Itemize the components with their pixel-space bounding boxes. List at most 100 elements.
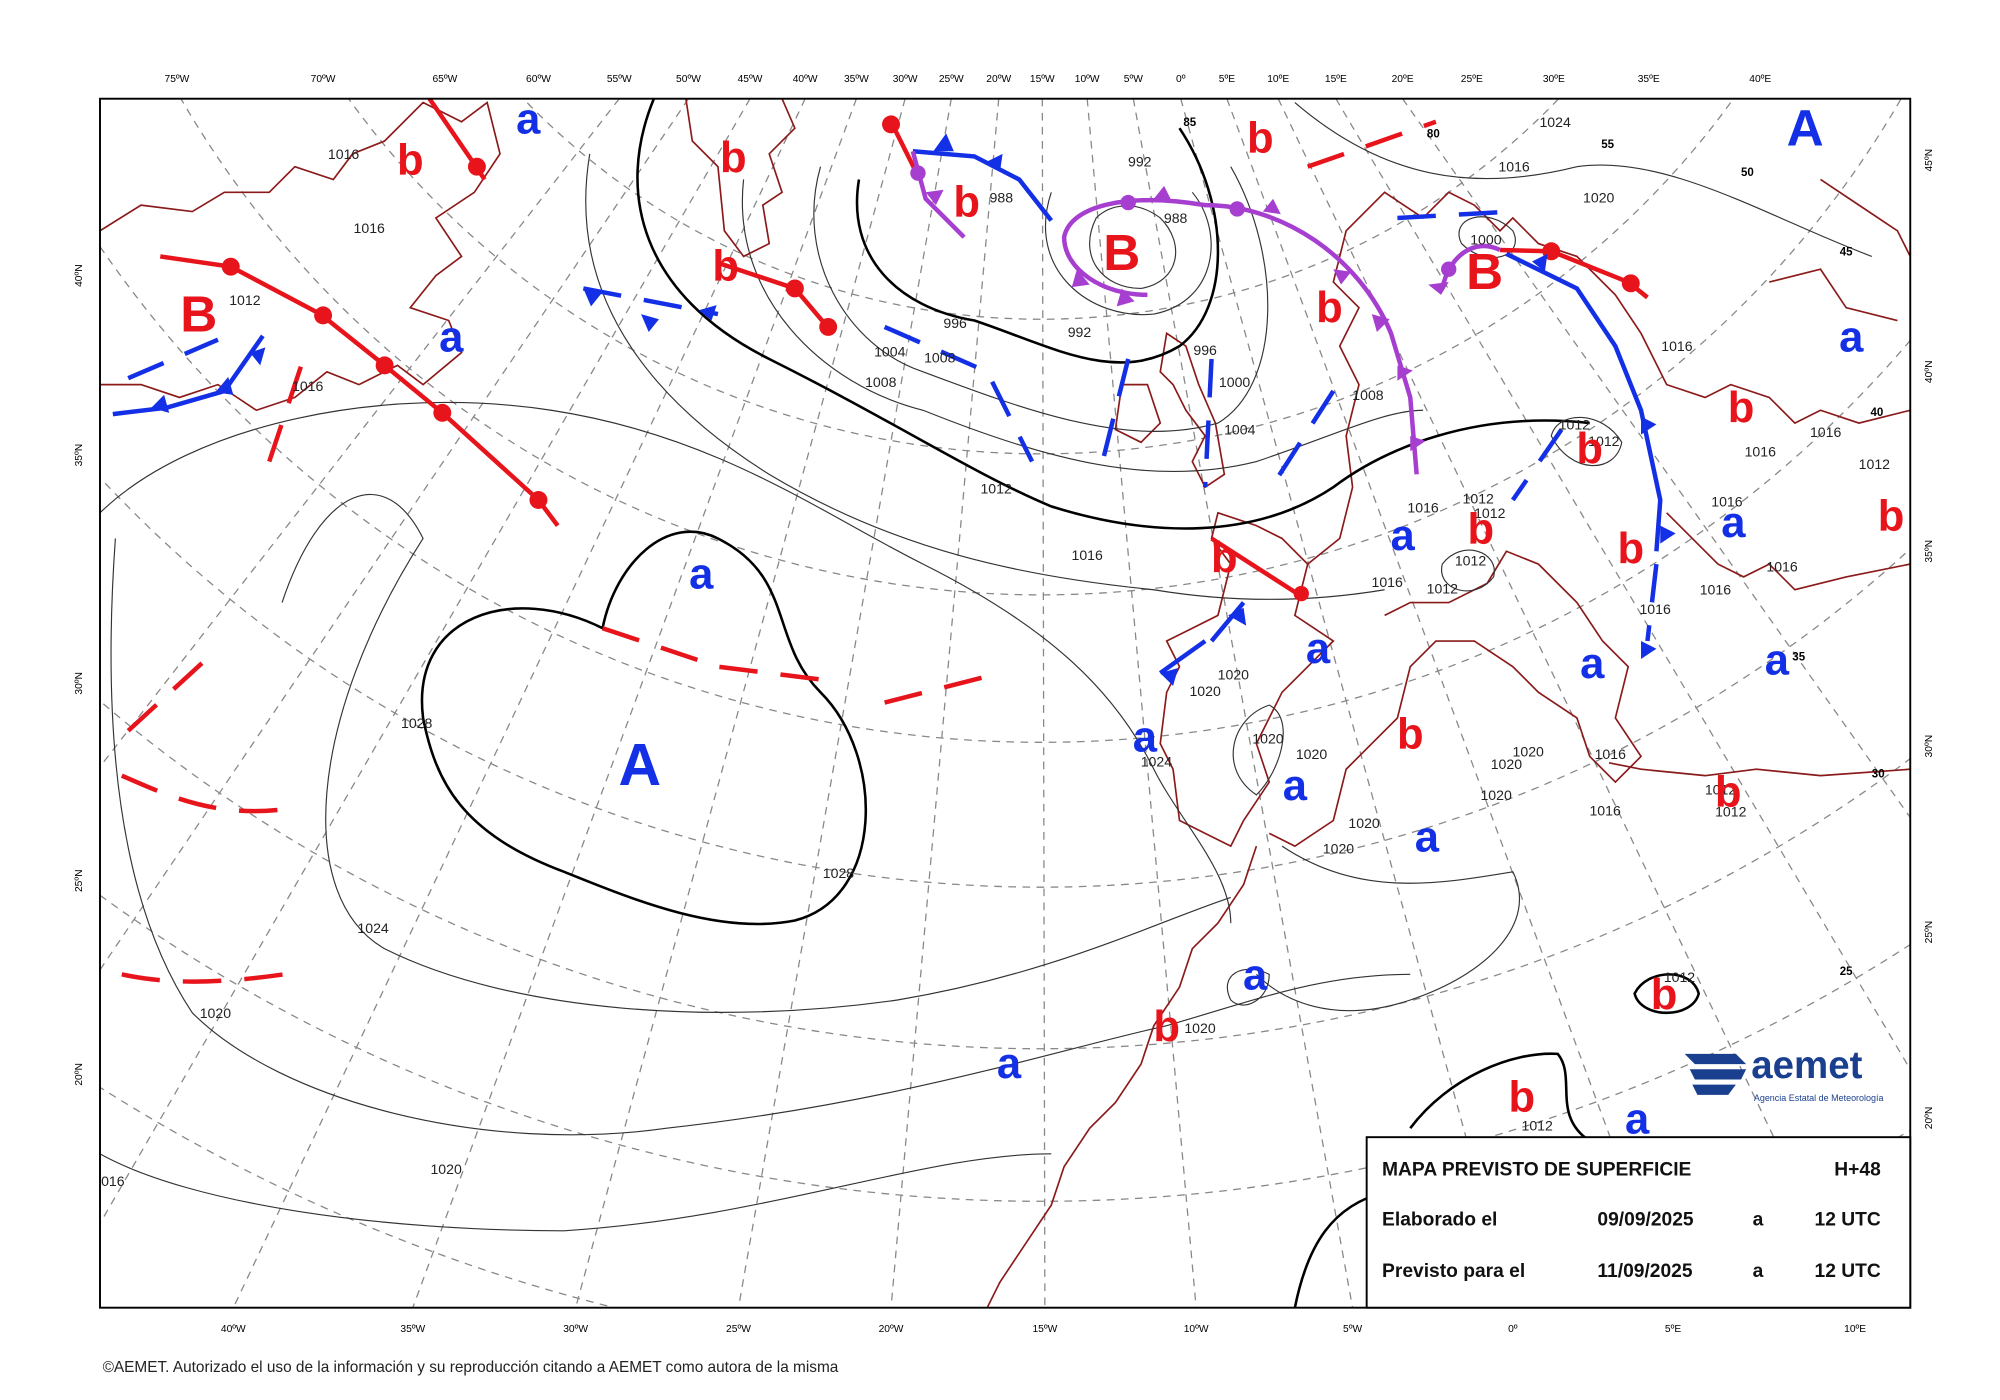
info-box: MAPA PREVISTO DE SUPERFICIE H+48 Elabora… — [1365, 1136, 1912, 1309]
isobar-label: 1012 — [1427, 580, 1459, 596]
meridian — [1180, 98, 1514, 1308]
coastline — [1159, 511, 1335, 848]
isobar-label: 016 — [101, 1173, 125, 1189]
meridian — [412, 98, 858, 1308]
cold-front — [112, 334, 265, 417]
isobar — [1294, 102, 1872, 257]
coastlines — [100, 98, 1911, 1308]
trough — [127, 209, 1659, 642]
isobar-label: 1028 — [823, 865, 855, 881]
meridian — [1402, 98, 1911, 819]
longitude-label: 5ºW — [1343, 1324, 1362, 1335]
latitude-label: 20ºN — [1924, 1107, 1935, 1130]
isobar-label: 1020 — [1252, 730, 1284, 746]
coastline — [1608, 512, 1911, 777]
pressure-center: b — [1397, 711, 1424, 759]
grid-labels: 85 80 55 50 45 40 35 30 25 — [1183, 117, 1884, 978]
occluded-front — [1440, 243, 1502, 289]
longitude-label: 40ºW — [793, 74, 818, 85]
isobar-label: 1012 — [1463, 491, 1495, 507]
isobar-label: 1024 — [357, 920, 389, 936]
isobar — [100, 1153, 1052, 1232]
pressure-center: B — [1466, 243, 1503, 300]
parallel — [100, 700, 1911, 1049]
isobar — [1256, 845, 1520, 1012]
isobar — [636, 98, 1590, 530]
pressure-center: a — [439, 313, 464, 361]
pressure-center: b — [1651, 971, 1678, 1019]
pressure-center: a — [997, 1040, 1022, 1088]
isobar-label: 1020 — [1323, 841, 1355, 857]
logo: aemet Agencia Estatal de Meteorología — [1684, 1044, 1883, 1103]
pressure-center: b — [953, 179, 980, 227]
info-sep: a — [1753, 1210, 1764, 1231]
info-date: 09/09/2025 — [1597, 1210, 1693, 1231]
longitude-label: 15ºW — [1032, 1324, 1057, 1335]
isobar-label: 1012 — [1705, 782, 1737, 798]
longitude-label: 15ºE — [1325, 74, 1347, 85]
longitude-label: 35ºW — [400, 1324, 425, 1335]
grid-label: 45 — [1840, 247, 1853, 259]
isobar-label: 996 — [943, 315, 967, 331]
info-lead: H+48 — [1834, 1160, 1881, 1181]
latitude-label: 45ºN — [1924, 149, 1935, 172]
pressure-center: a — [1625, 1095, 1650, 1143]
isobar — [100, 401, 1232, 924]
isobar-label: 1020 — [1480, 787, 1512, 803]
logo-mark — [1684, 1053, 1747, 1095]
parallel — [100, 244, 1911, 743]
trough — [120, 119, 1437, 984]
meridian — [100, 98, 689, 972]
isobar-label: 1012 — [980, 480, 1012, 496]
isobar-label: 1016 — [1589, 802, 1621, 818]
isobar-label: 1012 — [1521, 1118, 1553, 1134]
isobar-label: 1012 — [1588, 433, 1620, 449]
pressure-center: a — [1133, 713, 1158, 761]
isobar-label: 1020 — [1491, 756, 1523, 772]
longitude-label: 40ºE — [1749, 74, 1771, 85]
longitude-label: 40ºW — [221, 1324, 246, 1335]
isobar-label: 988 — [1164, 210, 1188, 226]
coastline — [986, 845, 1258, 1308]
isobar-label: 1028 — [401, 715, 433, 731]
longitude-label: 25ºE — [1461, 74, 1483, 85]
isobar — [585, 153, 1385, 600]
isobar-label: 992 — [1068, 324, 1092, 340]
pressure-center: b — [712, 243, 739, 291]
longitude-label: 35ºW — [844, 74, 869, 85]
isobar-label: 1012 — [1664, 969, 1696, 985]
pressure-center: b — [1508, 1074, 1535, 1122]
meridian — [1226, 98, 1674, 1308]
longitude-label: 60ºW — [526, 74, 551, 85]
isobar-label: 1016 — [1498, 159, 1530, 175]
latitude-label: 30ºN — [74, 672, 85, 695]
pressure-center: a — [1765, 636, 1790, 684]
pressure-center: b — [397, 136, 424, 184]
fronts — [112, 98, 1676, 984]
latitude-label: 35ºN — [74, 444, 85, 467]
pressure-center: a — [1243, 952, 1268, 1000]
pressure-center: a — [1839, 313, 1864, 361]
logo-name: aemet — [1751, 1044, 1862, 1087]
latitude-label: 20ºN — [74, 1063, 85, 1086]
longitude-label: 55ºW — [607, 74, 632, 85]
isobar-label: 1016 — [1700, 582, 1732, 598]
info-title: MAPA PREVISTO DE SUPERFICIE — [1382, 1160, 1692, 1181]
longitude-label: 20ºE — [1392, 74, 1414, 85]
pressure-center: b — [1247, 115, 1274, 163]
latitude-label: 30ºN — [1924, 735, 1935, 758]
isobar-label: 1020 — [1189, 683, 1221, 699]
meridian — [890, 98, 1000, 1308]
meridian — [1277, 98, 1856, 1308]
meridian — [575, 98, 906, 1308]
isobar — [741, 179, 1424, 473]
isobar-label: 1020 — [430, 1161, 462, 1177]
isobar — [420, 530, 868, 926]
info-sep: a — [1753, 1261, 1764, 1282]
longitude-label: 10ºE — [1267, 74, 1289, 85]
latitude-label: 35ºN — [1924, 540, 1935, 563]
isobars — [100, 98, 1872, 1308]
latitude-label: 25ºN — [74, 869, 85, 892]
grid-label: 50 — [1741, 167, 1754, 179]
info-time: 12 UTC — [1815, 1261, 1881, 1282]
